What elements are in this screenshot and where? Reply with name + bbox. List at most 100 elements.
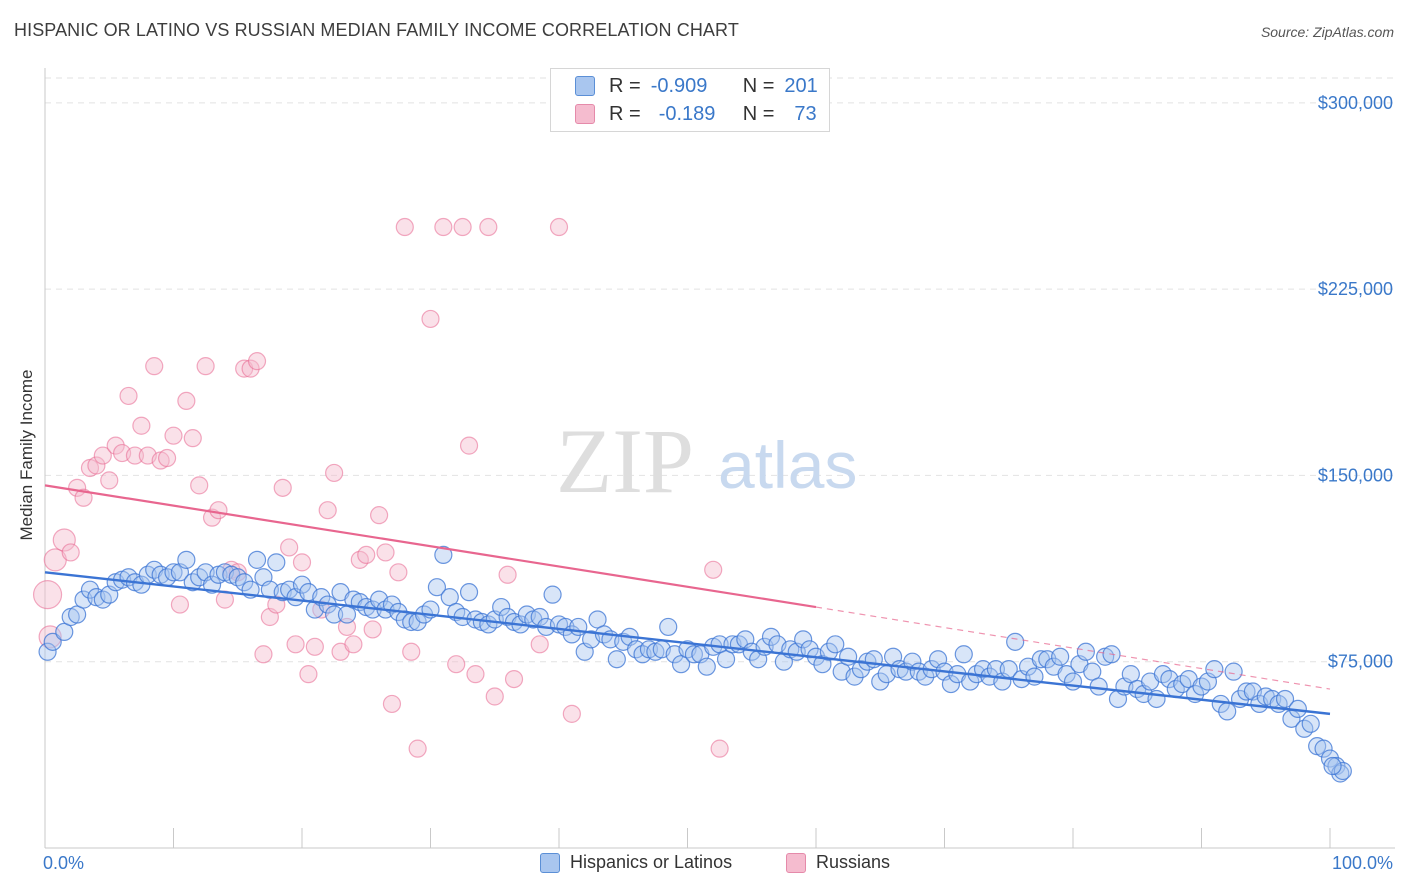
bottom-legend-swatch-russian: [786, 852, 806, 873]
hispanic-point: [459, 583, 479, 602]
russian-point: [183, 429, 202, 448]
hispanic-point: [839, 647, 858, 666]
russian-point: [209, 501, 228, 520]
russian-point: [325, 463, 344, 483]
legend-n-label: N =: [742, 102, 775, 125]
hispanic-point: [202, 575, 222, 594]
russian-point: [157, 448, 177, 468]
russian-point: [286, 635, 305, 654]
hispanic-point: [492, 597, 511, 617]
russian-point: [357, 545, 376, 565]
bottom-legend-hispanic[interactable]: Hispanics or Latinos: [540, 852, 732, 873]
hispanic-point: [973, 660, 993, 679]
russian-trend-extension: [815, 606, 1331, 690]
hispanic-point: [235, 573, 254, 592]
hispanic-point: [1333, 761, 1352, 781]
hispanic-point: [941, 674, 961, 694]
russian-point: [318, 501, 337, 520]
hispanic-point: [1275, 689, 1295, 709]
hispanic-point: [903, 652, 922, 671]
hispanic-point: [1205, 660, 1224, 679]
russian-point: [247, 352, 267, 371]
hispanic-point: [38, 642, 57, 661]
watermark-atlas: atlas: [718, 428, 857, 502]
russian-point: [710, 739, 729, 758]
hispanic-point: [684, 645, 704, 664]
watermark: ZIP atlas: [556, 410, 857, 512]
bottom-legend-label-hispanic: Hispanics or Latinos: [570, 852, 733, 872]
hispanic-point: [659, 617, 678, 637]
legend-r-value-hispanic: -0.909: [650, 74, 708, 97]
hispanic-point: [1224, 662, 1243, 681]
bottom-legend-swatch-hispanic: [540, 852, 560, 873]
chart-title: HISPANIC OR LATINO VS RUSSIAN MEDIAN FAM…: [14, 20, 739, 40]
russian-point: [479, 217, 498, 237]
russian-point: [530, 635, 549, 654]
correlation-legend: R = -0.909 N = 201 R = -0.189 N = 73: [550, 68, 830, 132]
legend-n-value-hispanic: 201: [784, 74, 818, 97]
russian-point: [74, 488, 93, 507]
watermark-zip: ZIP: [556, 410, 694, 512]
russian-point: [106, 436, 125, 455]
russian-point: [280, 538, 299, 557]
hispanic-point: [1051, 647, 1070, 666]
russian-point: [190, 476, 209, 495]
russian-point: [382, 694, 402, 714]
hispanic-point: [1076, 642, 1095, 661]
russian-point: [408, 739, 427, 758]
hispanic-point: [851, 660, 871, 679]
hispanic-point: [845, 667, 864, 686]
legend-n-value-russian: 73: [794, 102, 817, 125]
hispanic-point: [247, 550, 267, 569]
legend-row-russian: R = -0.189 N = 73: [575, 101, 817, 127]
russian-point: [52, 528, 76, 552]
legend-n-label: N =: [742, 74, 775, 97]
y-tick-label: $150,000: [1318, 465, 1393, 485]
x-tick-label-left: 0.0%: [43, 853, 84, 873]
hispanic-point: [1320, 749, 1340, 768]
hispanic-point: [607, 650, 626, 669]
legend-swatch-hispanic: [575, 76, 595, 96]
russian-point: [421, 309, 440, 329]
hispanic-point: [1218, 702, 1237, 721]
hispanic-point: [292, 575, 312, 594]
russian-point: [549, 217, 569, 237]
russian-point: [376, 543, 395, 562]
trend-lines: [44, 484, 1331, 716]
hispanic-point: [1314, 739, 1333, 758]
russian-point: [87, 456, 106, 475]
russian-point: [61, 543, 80, 562]
hispanic-point: [530, 607, 549, 627]
bottom-legend-label-russian: Russians: [816, 852, 891, 872]
hispanic-point: [800, 640, 819, 659]
hispanic-point: [794, 630, 813, 649]
russian-point: [32, 580, 63, 610]
bottom-legend-russian[interactable]: Russians: [786, 852, 890, 873]
russian-point: [254, 645, 273, 664]
legend-r-label: R =: [609, 74, 641, 97]
hispanic-point: [177, 550, 196, 569]
hispanic-point: [1063, 672, 1083, 691]
hispanic-point: [871, 672, 890, 691]
hispanic-point: [427, 578, 447, 597]
russian-point: [305, 637, 324, 656]
russian-point: [93, 446, 112, 465]
russian-point: [170, 595, 190, 614]
hispanic-point: [80, 580, 100, 599]
hispanic-point: [267, 553, 286, 572]
russian-point: [337, 617, 357, 637]
russian-point: [299, 665, 318, 684]
hispanic-point: [954, 645, 973, 664]
tick-labels: $75,000 $150,000 $225,000 $300,000 0.0% 100.0…: [43, 93, 1393, 873]
russian-point: [389, 563, 408, 582]
y-tick-label: $300,000: [1318, 93, 1393, 113]
russian-point: [434, 217, 453, 237]
hispanic-trend-line: [44, 571, 1331, 716]
russian-point: [241, 359, 260, 378]
russian-trend-line: [44, 484, 817, 609]
hispanic-point: [1301, 714, 1320, 733]
russian-point: [119, 386, 138, 406]
russian-point: [132, 416, 151, 435]
russian-point: [100, 471, 119, 490]
hispanic-point: [325, 605, 344, 624]
